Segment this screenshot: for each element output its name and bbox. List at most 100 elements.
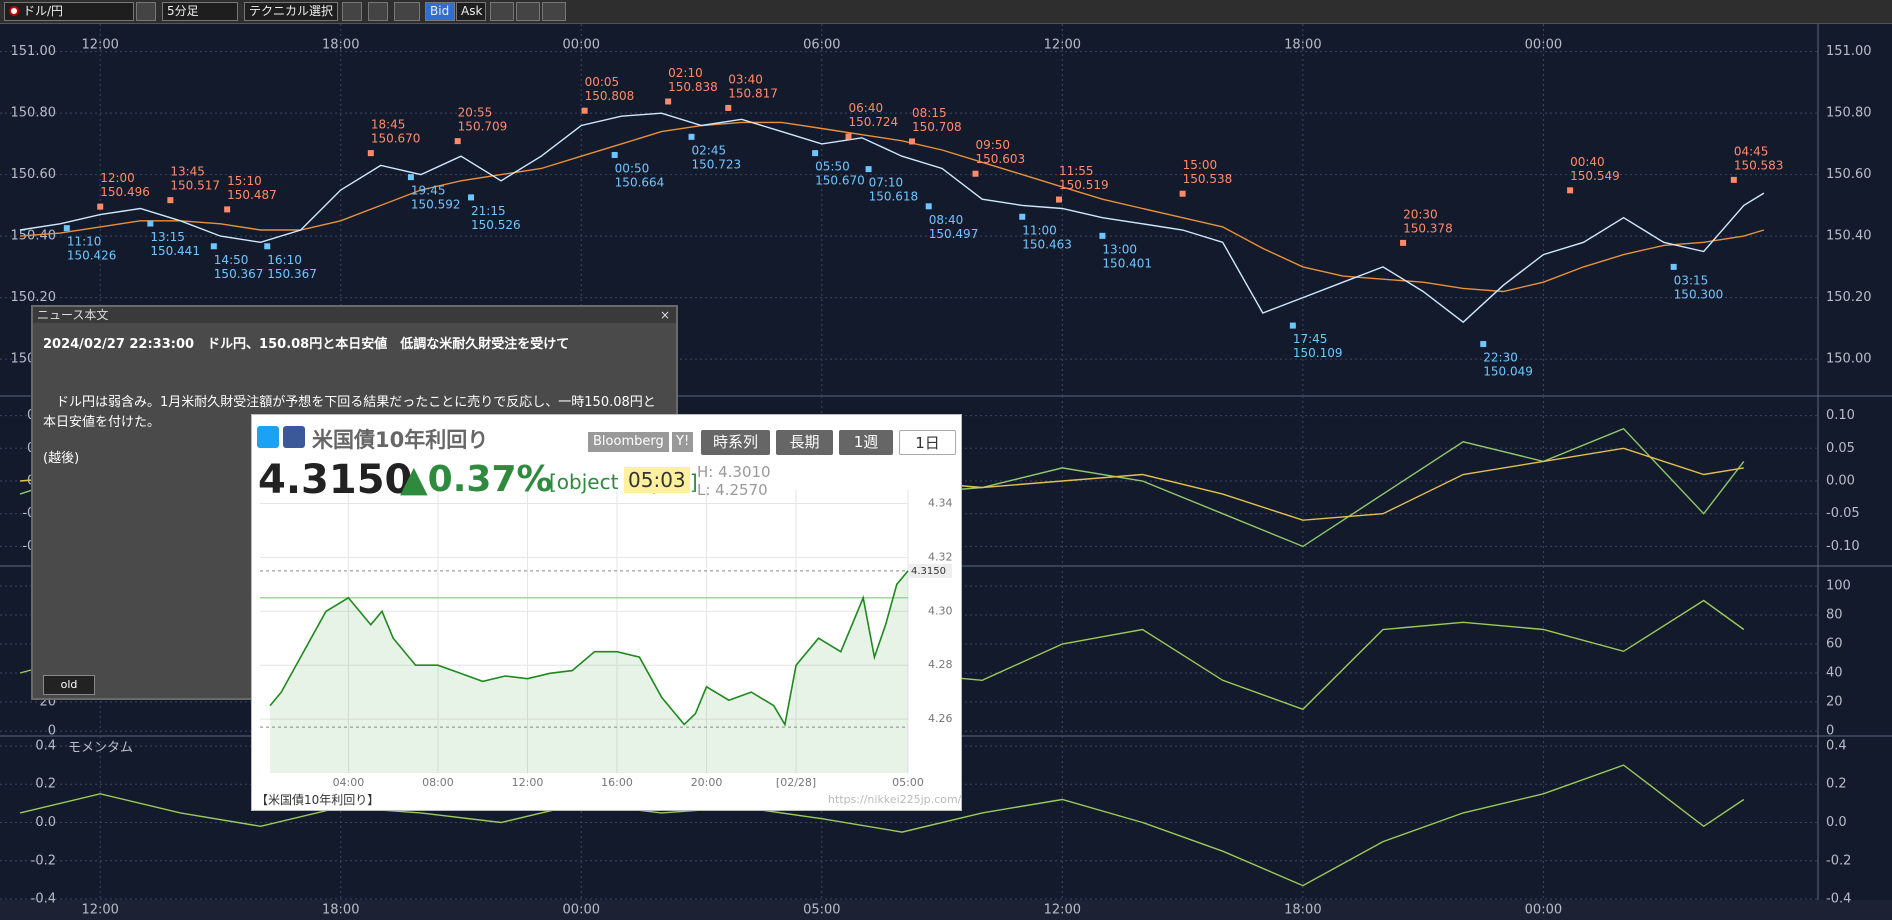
extreme-marker: [1056, 197, 1062, 203]
extreme-price: 150.378: [1403, 221, 1453, 235]
old-button[interactable]: old: [43, 675, 95, 695]
widget-url[interactable]: https://nikkei225jp.com/: [828, 793, 961, 806]
y-tick-label: 150.60: [11, 167, 57, 182]
info-button[interactable]: [368, 2, 388, 21]
widget-title: 米国債10年利回り: [312, 424, 488, 454]
y-tick-label: 150.40: [11, 229, 57, 244]
yield-widget: 4.344.324.304.284.2604:0008:0012:0016:00…: [251, 414, 962, 811]
tab[interactable]: 1週: [839, 430, 893, 455]
y-tick-label: 4.30: [928, 604, 953, 617]
extreme-marker: [147, 221, 153, 227]
y-tick-label: 4.26: [928, 712, 953, 725]
extreme-price: 150.538: [1183, 172, 1233, 186]
tab[interactable]: 長期: [776, 430, 833, 455]
extreme-marker: [866, 166, 872, 172]
extreme-price: 150.670: [371, 132, 421, 146]
y-tick-label: 0.10: [1826, 408, 1855, 423]
y-tick-label: 151.00: [1826, 44, 1872, 59]
y-tick-label: -0.05: [1826, 506, 1860, 521]
extreme-time: 00:50: [615, 161, 650, 175]
y-tick-label: 150.20: [1826, 290, 1872, 305]
extreme-marker: [665, 98, 671, 104]
extreme-marker: [408, 174, 414, 180]
bid: Bid: [430, 4, 449, 18]
extreme-time: 15:10: [227, 174, 262, 188]
extreme-price: 150.496: [100, 185, 150, 199]
extreme-time: 07:10: [869, 176, 904, 190]
extreme-price: 150.583: [1734, 158, 1784, 172]
x-tick-label: 18:00: [1284, 903, 1321, 918]
x-tick-label: 12:00: [512, 776, 544, 789]
extreme-price: 150.426: [67, 249, 117, 263]
tab-active[interactable]: 1日: [899, 430, 956, 455]
extreme-price: 150.670: [815, 174, 865, 188]
y-tick-label: 150.80: [1826, 106, 1872, 121]
extreme-price: 150.723: [692, 157, 742, 171]
extreme-price: 150.497: [929, 227, 979, 241]
extreme-marker: [612, 152, 618, 158]
news-author: (越後): [43, 447, 79, 466]
bid-button[interactable]: Bid: [425, 2, 455, 21]
extreme-time: 04:45: [1734, 144, 1769, 158]
x-tick-label: 00:00: [1525, 903, 1562, 918]
extreme-time: 22:30: [1483, 351, 1518, 365]
panel-title: モメンタム: [68, 741, 133, 756]
close-button[interactable]: ×: [660, 307, 670, 323]
extreme-price: 150.838: [668, 80, 718, 94]
extreme-time: 18:45: [371, 118, 406, 132]
y-tick-label: 80: [1826, 608, 1843, 623]
dropdown-button[interactable]: [136, 2, 156, 21]
extreme-time: 09:50: [975, 138, 1010, 152]
y-tick-label: 150.80: [11, 106, 57, 121]
news-headline: 2024/02/27 22:33:00 ドル円、150.08円と本日安値 低調な…: [43, 333, 569, 352]
x-tick-label: 06:00: [803, 38, 840, 53]
extreme-marker: [812, 150, 818, 156]
chart-style-button[interactable]: [394, 2, 420, 21]
update-time: 05:03: [624, 467, 690, 493]
scale-button[interactable]: [490, 2, 514, 21]
extreme-price: 150.300: [1674, 287, 1724, 301]
draw-tool-button[interactable]: [342, 2, 362, 21]
y-tick-label: 20: [1826, 695, 1843, 710]
extreme-marker: [846, 134, 852, 140]
x-tick-label: 16:00: [601, 776, 633, 789]
extreme-marker: [1290, 323, 1296, 329]
y-tick-label: 0: [1826, 724, 1834, 739]
y-tick-label: -0.2: [1826, 853, 1851, 868]
extreme-marker: [1019, 214, 1025, 220]
extreme-time: 08:15: [912, 106, 947, 120]
extreme-price: 150.367: [267, 267, 317, 281]
twitter-icon[interactable]: [257, 426, 279, 448]
extreme-time: 11:55: [1059, 164, 1094, 178]
extreme-marker: [926, 203, 932, 209]
y-tick-label: 40: [1826, 666, 1843, 681]
extreme-price: 150.367: [214, 267, 264, 281]
facebook-icon[interactable]: [283, 426, 305, 448]
source-badge[interactable]: Bloomberg: [588, 432, 669, 452]
extreme-price: 150.603: [975, 152, 1025, 166]
symbol-select[interactable]: ドル/円: [4, 2, 134, 21]
extreme-time: 11:10: [67, 235, 102, 249]
extreme-price: 150.463: [1022, 237, 1072, 251]
y-tick-label: 100: [1826, 579, 1851, 594]
interval-select[interactable]: 5分足: [162, 2, 238, 21]
y-tick-label: 4.32: [928, 550, 953, 563]
tab[interactable]: 時系列: [701, 430, 770, 455]
extreme-marker: [64, 225, 70, 231]
extreme-marker: [264, 243, 270, 249]
technical-select[interactable]: テクニカル選択: [244, 2, 338, 21]
extreme-marker: [167, 197, 173, 203]
extreme-marker: [468, 194, 474, 200]
ask-button[interactable]: Ask: [456, 2, 486, 21]
extreme-price: 150.709: [458, 120, 508, 134]
extreme-time: 05:50: [815, 160, 850, 174]
x-tick-label: [02/28]: [776, 776, 816, 789]
zoom-out-button[interactable]: [516, 2, 540, 21]
y-tick-label: 151.00: [11, 44, 57, 59]
yahoo-badge[interactable]: Y!: [672, 432, 693, 452]
extreme-time: 13:00: [1102, 242, 1137, 256]
extreme-time: 00:05: [585, 75, 620, 89]
zoom-in-button[interactable]: [542, 2, 566, 21]
y-tick-label: 0.0: [1826, 815, 1847, 830]
